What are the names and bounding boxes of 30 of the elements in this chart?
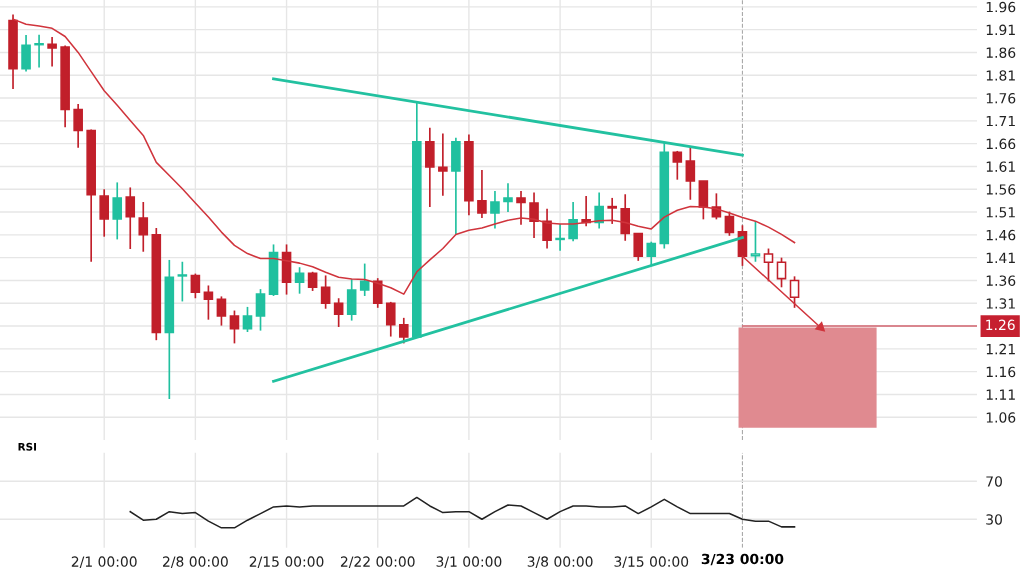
- y-tick-label: 1.56: [986, 184, 1016, 195]
- ref-line-label: 1.26: [986, 319, 1015, 331]
- y-tick-label: 30: [986, 514, 1002, 525]
- x-tick-label: 2/15 00:00: [249, 556, 324, 568]
- y-tick-label: 1.91: [986, 24, 1015, 36]
- y-tick-label: 1.36: [986, 275, 1016, 286]
- y-tick-label: 1.06: [986, 412, 1016, 423]
- x-tick-label: 2/8 00:00: [163, 556, 228, 568]
- y-tick-label: 70: [986, 476, 1002, 487]
- x-tick-label: 2/22 00:00: [340, 556, 415, 568]
- y-tick-label: 1.46: [986, 229, 1016, 241]
- y-tick-label: 1.51: [986, 207, 1015, 218]
- y-tick-label: 1.41: [986, 252, 1015, 263]
- x-tick-label: 3/8 00:00: [527, 556, 593, 568]
- x-tick-label: 3/15 00:00: [614, 556, 689, 568]
- y-tick-label: 1.76: [986, 93, 1016, 104]
- chart-title: RSI: [18, 442, 37, 451]
- y-tick-label: 1.86: [986, 47, 1016, 58]
- y-tick-label: 1.81: [986, 70, 1015, 81]
- y-tick-label: 1.16: [986, 366, 1016, 378]
- y-tick-label: 1.61: [986, 161, 1015, 172]
- y-tick-label: 1.66: [986, 138, 1016, 150]
- y-tick-label: 1.11: [986, 389, 1015, 400]
- y-tick-label: 1.31: [986, 298, 1015, 309]
- ref-line-label: 3/23 00:00: [701, 553, 784, 566]
- y-tick-label: 1.71: [986, 116, 1015, 127]
- y-tick-label: 1.21: [986, 343, 1015, 355]
- x-tick-label: 2/1 00:00: [71, 556, 137, 568]
- x-tick-label: 3/1 00:00: [436, 556, 502, 568]
- y-tick-label: 1.96: [986, 1, 1016, 13]
